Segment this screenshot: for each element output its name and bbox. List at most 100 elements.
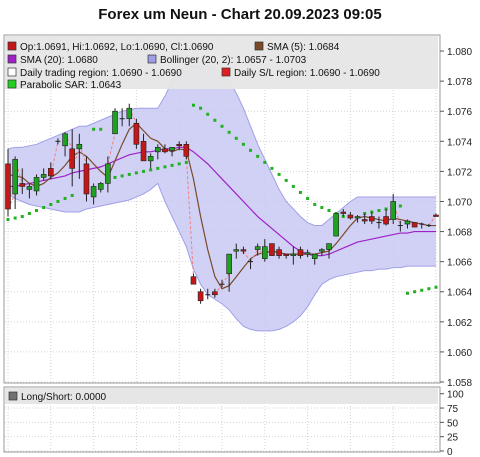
- candle-body: [233, 249, 240, 252]
- sar-dot: [142, 169, 146, 173]
- candle-body: [333, 213, 339, 237]
- sar-dot: [213, 118, 217, 122]
- price-panel: Op:1.0691, Hi:1.0692, Lo:1.0690, Cl:1.06…: [3, 34, 472, 389]
- candle-body: [40, 174, 47, 178]
- candle-body: [69, 148, 75, 169]
- candle-body: [369, 216, 375, 222]
- candlesticks: [5, 103, 439, 304]
- sar-dot: [284, 178, 288, 182]
- candle-body: [176, 144, 182, 147]
- sar-dot: [170, 163, 174, 167]
- legend-swatch: [7, 67, 17, 77]
- long-short-panel: Long/Short: 0.0000 0 25 50 75 100: [3, 386, 464, 457]
- sar-dot: [398, 204, 402, 208]
- sar-dot: [377, 209, 381, 213]
- sar-dot: [327, 209, 331, 213]
- price-gap-line: [107, 133, 116, 164]
- candle-body: [162, 148, 168, 153]
- price-y-axis: 1.058 1.060 1.062 1.064 1.066 1.068 1.070 1.072…: [440, 47, 472, 389]
- candle-body: [354, 216, 361, 219]
- sar-dot: [92, 127, 96, 131]
- candle-body: [254, 246, 261, 250]
- candle-body: [212, 291, 218, 296]
- sar-dot: [434, 285, 438, 289]
- price-gap-line: [242, 250, 251, 262]
- candle-body: [319, 249, 325, 252]
- legend-label: SMA (20): 1.0680: [20, 55, 98, 66]
- sar-dot: [249, 148, 253, 152]
- sar-dot: [27, 212, 31, 216]
- sar-dot: [199, 106, 203, 110]
- long-short-tick-label: 50: [447, 418, 459, 429]
- sar-dot: [320, 205, 324, 209]
- price-gap-line: [250, 249, 259, 262]
- price-tick-label: 1.066: [447, 258, 472, 269]
- candle-body: [383, 216, 389, 225]
- candle-body: [140, 141, 147, 162]
- long-short-legend: Long/Short: 0.0000: [5, 388, 438, 404]
- sar-dot: [234, 136, 238, 140]
- candle-body: [105, 163, 111, 184]
- price-tick-label: 1.078: [447, 77, 472, 88]
- candle-body: [283, 253, 289, 256]
- legend-label: Parabolic SAR: 1.0643: [20, 80, 122, 91]
- sar-dot: [127, 172, 131, 176]
- candle-body: [361, 219, 368, 222]
- long-short-tick-label: 25: [447, 433, 459, 444]
- sar-dot: [163, 165, 167, 169]
- sar-dot: [49, 202, 53, 206]
- legend-swatch: [254, 41, 264, 51]
- candle-body: [76, 144, 83, 150]
- price-gap-line: [221, 273, 230, 285]
- sub-legend-swatch: [8, 391, 18, 401]
- chart-title: Forex um Neun - Chart 20.09.2023 09:05: [98, 6, 381, 23]
- sar-dot: [291, 184, 295, 188]
- sar-dot: [241, 142, 245, 146]
- candle-body: [326, 243, 332, 250]
- candle-body: [269, 243, 275, 256]
- legend-swatch: [7, 79, 17, 89]
- sar-dot: [99, 127, 103, 131]
- legend-swatch: [221, 67, 231, 77]
- sar-dot: [13, 216, 17, 220]
- candle-body: [304, 252, 311, 255]
- price-legend: Op:1.0691, Hi:1.0692, Lo:1.0690, Cl:1.06…: [5, 36, 438, 91]
- legend-label: SMA (5): 1.0684: [267, 42, 340, 53]
- sar-dot: [35, 209, 39, 213]
- candle-body: [147, 156, 154, 162]
- price-tick-label: 1.058: [447, 378, 472, 389]
- sar-dot: [191, 103, 195, 107]
- candle-body: [155, 147, 161, 153]
- sar-dot: [270, 166, 274, 170]
- price-tick-label: 1.072: [447, 167, 472, 178]
- price-tick-label: 1.064: [447, 288, 472, 299]
- legend-label: Op:1.0691, Hi:1.0692, Lo:1.0690, Cl:1.06…: [20, 42, 214, 53]
- sar-dot: [42, 205, 46, 209]
- candle-body: [126, 107, 133, 120]
- sar-dot: [256, 154, 260, 158]
- candle-body: [262, 246, 268, 259]
- sar-dot: [20, 215, 24, 219]
- candle-body: [26, 186, 33, 190]
- candle-body: [347, 214, 354, 219]
- legend-background: [5, 36, 438, 89]
- candle-body: [133, 122, 140, 145]
- sar-dot: [227, 130, 231, 134]
- sar-dot: [120, 174, 124, 178]
- price-tick-label: 1.062: [447, 318, 472, 329]
- candle-body: [404, 220, 411, 225]
- price-gap-line: [78, 144, 87, 165]
- sar-dot: [277, 172, 281, 176]
- candle-body: [19, 183, 26, 187]
- candle-body: [62, 133, 68, 147]
- legend-swatch: [7, 41, 17, 51]
- sar-dot: [70, 193, 74, 197]
- sar-dot: [63, 196, 67, 200]
- legend-swatch: [147, 54, 157, 64]
- candle-body: [48, 168, 54, 177]
- sar-dot: [306, 196, 310, 200]
- sar-dot: [420, 288, 424, 292]
- sar-dot: [156, 166, 160, 170]
- sar-dot: [184, 160, 188, 164]
- candle-body: [5, 163, 11, 210]
